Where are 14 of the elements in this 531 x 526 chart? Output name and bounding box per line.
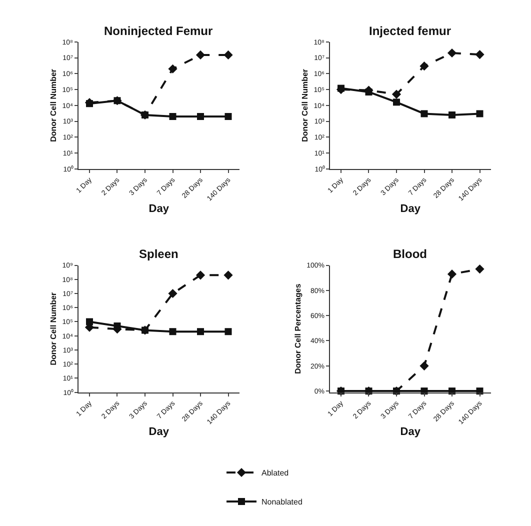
y-axis-title: Donor Cell Percentages — [293, 283, 302, 374]
x-axis-title: Day — [148, 426, 170, 438]
chart-title: Noninjected Femur — [104, 24, 214, 38]
chart-title: Blood — [393, 247, 427, 261]
y-axis-title: Donor Cell Number — [300, 68, 310, 142]
y-axis-title: Donor Cell Number — [48, 68, 58, 142]
x-axis-title: Day — [400, 202, 422, 215]
x-axis-title: Day — [148, 202, 170, 215]
chart-title: Injected femur — [369, 24, 452, 38]
y-axis-title: Donor Cell Number — [48, 292, 58, 366]
legend-label: Nonablated — [262, 498, 302, 507]
x-axis-title: Day — [400, 426, 422, 438]
legend-label: Ablated — [262, 468, 289, 478]
chart-title: Spleen — [139, 247, 178, 261]
